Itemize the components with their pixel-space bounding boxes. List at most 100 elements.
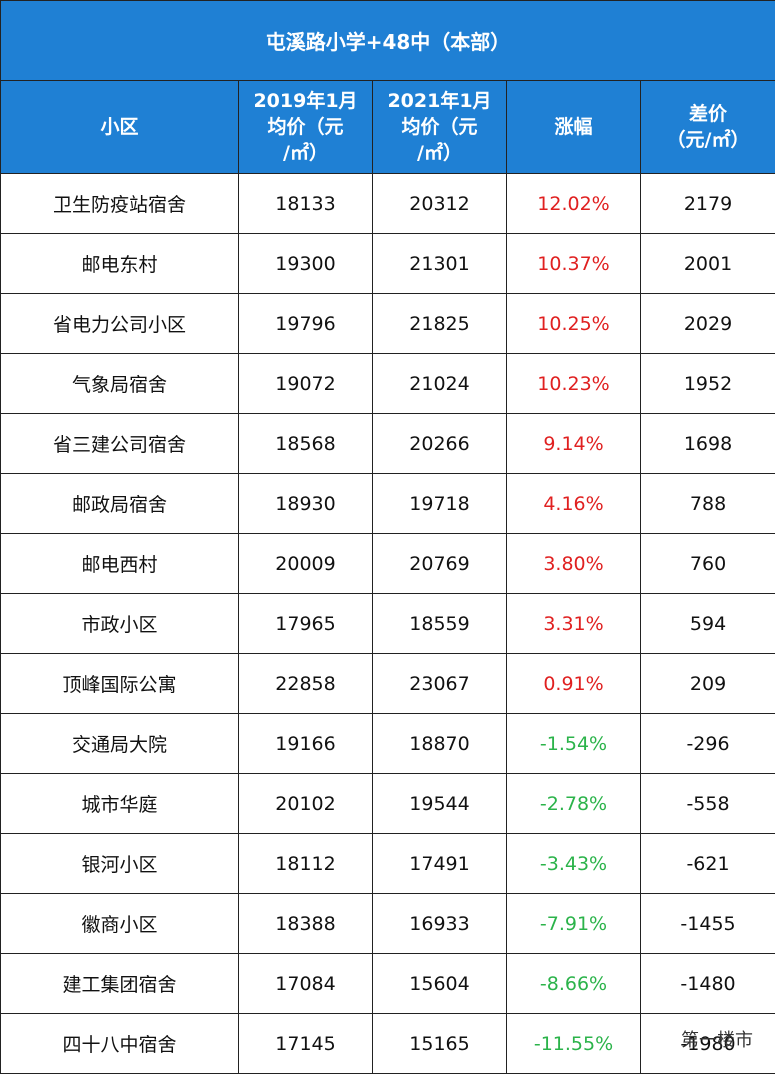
- header-line: 差价: [689, 103, 728, 125]
- cell: 18870: [372, 713, 507, 774]
- cell: 18112: [238, 833, 373, 894]
- cell: 交通局大院: [0, 713, 239, 774]
- cell: 19718: [372, 473, 507, 534]
- header-line: （元/㎡）: [666, 129, 750, 151]
- cell: 0.91%: [506, 653, 641, 714]
- cell: -1.54%: [506, 713, 641, 774]
- cell: 18559: [372, 593, 507, 654]
- cell: 20312: [372, 173, 507, 234]
- cell: 10.37%: [506, 233, 641, 294]
- cell: 气象局宿舍: [0, 353, 239, 414]
- cell: 2179: [639, 173, 775, 234]
- cell: -8.66%: [506, 953, 641, 1014]
- header-cell: 差价 （元/㎡）: [639, 80, 775, 174]
- header-cell: 2021年1月 均价（元 /㎡）: [372, 80, 507, 174]
- cell: 20769: [372, 533, 507, 594]
- cell: 2029: [639, 293, 775, 354]
- header-line: /㎡）: [283, 142, 328, 164]
- header-line: 均价（元: [401, 116, 478, 138]
- cell: 20102: [238, 773, 373, 834]
- header-line: 2019年1月: [253, 90, 358, 112]
- cell: 邮电东村: [0, 233, 239, 294]
- cell: 18133: [238, 173, 373, 234]
- header-cell: 小区: [0, 80, 239, 174]
- data-row: 建工集团宿舍 17084 15604 -8.66% -1480: [0, 953, 775, 1014]
- cell: 城市华庭: [0, 773, 239, 834]
- cell: 21024: [372, 353, 507, 414]
- cell: 17145: [238, 1013, 373, 1074]
- cell: -1480: [639, 953, 775, 1014]
- cell: -558: [639, 773, 775, 834]
- cell: 19796: [238, 293, 373, 354]
- cell: 788: [639, 473, 775, 534]
- cell: 760: [639, 533, 775, 594]
- cell: 银河小区: [0, 833, 239, 894]
- header-line: 涨幅: [554, 116, 593, 138]
- data-row: 省电力公司小区 19796 21825 10.25% 2029: [0, 293, 775, 354]
- header-row: 小区 2019年1月 均价（元 /㎡） 2021年1月 均价（元 /㎡） 涨幅 差价 （元/㎡）: [0, 80, 775, 174]
- cell: -621: [639, 833, 775, 894]
- cell: 1698: [639, 413, 775, 474]
- cell: 建工集团宿舍: [0, 953, 239, 1014]
- cell: 3.31%: [506, 593, 641, 654]
- cell: 23067: [372, 653, 507, 714]
- cell: 省三建公司宿舍: [0, 413, 239, 474]
- cell: -3.43%: [506, 833, 641, 894]
- cell: -2.78%: [506, 773, 641, 834]
- cell: 15165: [372, 1013, 507, 1074]
- header-cell: 2019年1月 均价（元 /㎡）: [238, 80, 373, 174]
- data-row: 银河小区 18112 17491 -3.43% -621: [0, 833, 775, 894]
- cell: -11.55%: [506, 1013, 641, 1074]
- data-row: 邮政局宿舍 18930 19718 4.16% 788: [0, 473, 775, 534]
- cell: 18388: [238, 893, 373, 954]
- data-row: 省三建公司宿舍 18568 20266 9.14% 1698: [0, 413, 775, 474]
- cell: 17491: [372, 833, 507, 894]
- cell: 12.02%: [506, 173, 641, 234]
- watermark: 第一楼市: [681, 1030, 753, 1051]
- cell: 15604: [372, 953, 507, 1014]
- cell: 10.25%: [506, 293, 641, 354]
- cell: 21825: [372, 293, 507, 354]
- data-row: 四十八中宿舍 17145 15165 -11.55% -1980: [0, 1013, 775, 1074]
- data-row: 顶峰国际公寓 22858 23067 0.91% 209: [0, 653, 775, 714]
- cell: 21301: [372, 233, 507, 294]
- cell: 3.80%: [506, 533, 641, 594]
- data-row: 交通局大院 19166 18870 -1.54% -296: [0, 713, 775, 774]
- cell: 徽商小区: [0, 893, 239, 954]
- cell: 209: [639, 653, 775, 714]
- cell: 4.16%: [506, 473, 641, 534]
- cell: 18930: [238, 473, 373, 534]
- header-line: 2021年1月: [387, 90, 492, 112]
- cell: 省电力公司小区: [0, 293, 239, 354]
- data-row: 城市华庭 20102 19544 -2.78% -558: [0, 773, 775, 834]
- cell: -7.91%: [506, 893, 641, 954]
- header-line: 均价（元: [267, 116, 344, 138]
- title-row: 屯溪路小学+48中（本部）: [0, 0, 775, 81]
- header-line: 小区: [100, 116, 139, 138]
- cell: 顶峰国际公寓: [0, 653, 239, 714]
- data-row: 气象局宿舍 19072 21024 10.23% 1952: [0, 353, 775, 414]
- cell: 19072: [238, 353, 373, 414]
- cell: 17965: [238, 593, 373, 654]
- data-row: 市政小区 17965 18559 3.31% 594: [0, 593, 775, 654]
- cell: 594: [639, 593, 775, 654]
- data-row: 卫生防疫站宿舍 18133 20312 12.02% 2179: [0, 173, 775, 234]
- cell: 四十八中宿舍: [0, 1013, 239, 1074]
- cell: 16933: [372, 893, 507, 954]
- cell: 18568: [238, 413, 373, 474]
- cell: 10.23%: [506, 353, 641, 414]
- cell: 17084: [238, 953, 373, 1014]
- cell: -296: [639, 713, 775, 774]
- cell: -1455: [639, 893, 775, 954]
- cell: 邮政局宿舍: [0, 473, 239, 534]
- cell: 22858: [238, 653, 373, 714]
- table-title: 屯溪路小学+48中（本部）: [0, 0, 775, 81]
- data-row: 徽商小区 18388 16933 -7.91% -1455: [0, 893, 775, 954]
- cell: 19300: [238, 233, 373, 294]
- cell: -1980: [639, 1013, 775, 1074]
- cell: 19544: [372, 773, 507, 834]
- cell: 9.14%: [506, 413, 641, 474]
- cell: 市政小区: [0, 593, 239, 654]
